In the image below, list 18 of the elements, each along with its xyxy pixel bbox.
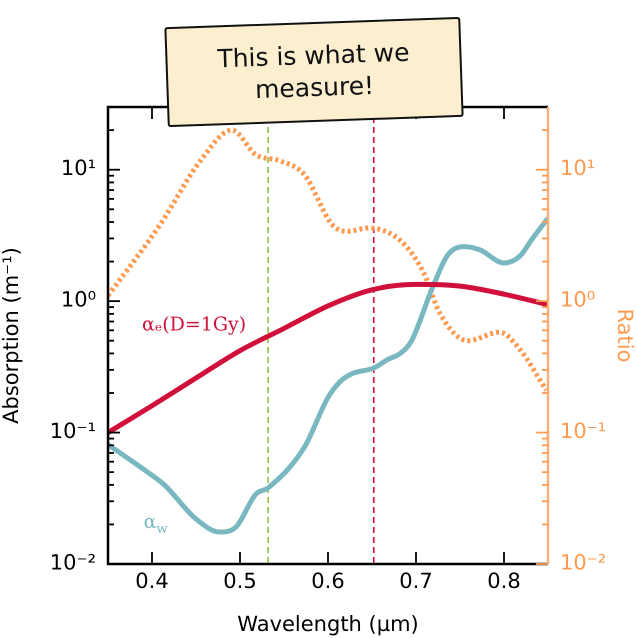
- y-tick-label: 10¹: [60, 156, 96, 180]
- note-box: This is what we measure!: [164, 16, 464, 128]
- y-tick-label: 10⁻²: [50, 550, 96, 574]
- x-tick-label: 0.8: [487, 569, 521, 594]
- x-tick-label: 0.7: [399, 569, 433, 594]
- series-label: αₑ(D=1Gy): [142, 314, 246, 336]
- text: 10¹: [560, 156, 596, 180]
- text: 10⁻¹: [560, 419, 606, 444]
- y-tick-label: 10⁻¹: [50, 419, 96, 444]
- text: 10⁰: [560, 288, 596, 312]
- y-tick-label: 10⁰: [60, 288, 96, 312]
- x-axis-title: Wavelength (μm): [237, 612, 419, 636]
- x-tick-label: 0.5: [223, 569, 257, 594]
- y2-axis-title: Ratio: [612, 308, 636, 362]
- y-axis-title: Absorption (m⁻¹): [0, 247, 24, 424]
- text: 10⁻²: [560, 550, 606, 574]
- x-tick-label: 0.4: [135, 569, 169, 594]
- x-tick-label: 0.6: [311, 569, 345, 594]
